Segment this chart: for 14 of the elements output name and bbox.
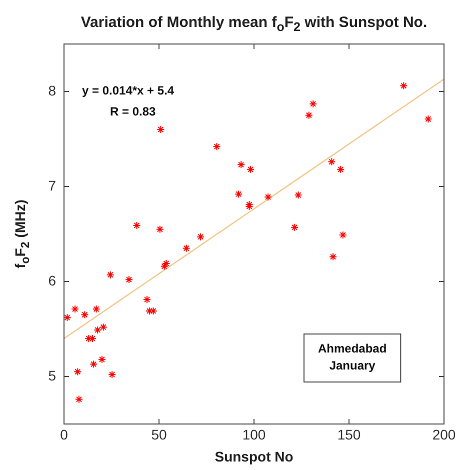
x-tick-label: 50 xyxy=(151,426,167,442)
annotation: y = 0.014*x + 5.4 xyxy=(82,83,174,98)
x-tick-label: 100 xyxy=(242,426,266,442)
x-axis-title: Sunspot No xyxy=(214,448,294,464)
y-tick-label: 5 xyxy=(48,367,56,384)
y-tick-label: 8 xyxy=(48,82,56,98)
chart-title: Variation of Monthly mean f$_{o}$F$_{2}$ with Sunspot No. xyxy=(80,14,428,34)
annotation: R = 0.83 xyxy=(110,104,156,118)
x-tick-label: 150 xyxy=(337,426,361,442)
x-tick-label: 200 xyxy=(432,426,456,442)
y-tick-label: 7 xyxy=(48,177,56,194)
x-tick-label: 0 xyxy=(60,426,68,442)
y-tick-label: 6 xyxy=(48,272,56,288)
annotation: Ahmedabad January xyxy=(318,341,387,372)
